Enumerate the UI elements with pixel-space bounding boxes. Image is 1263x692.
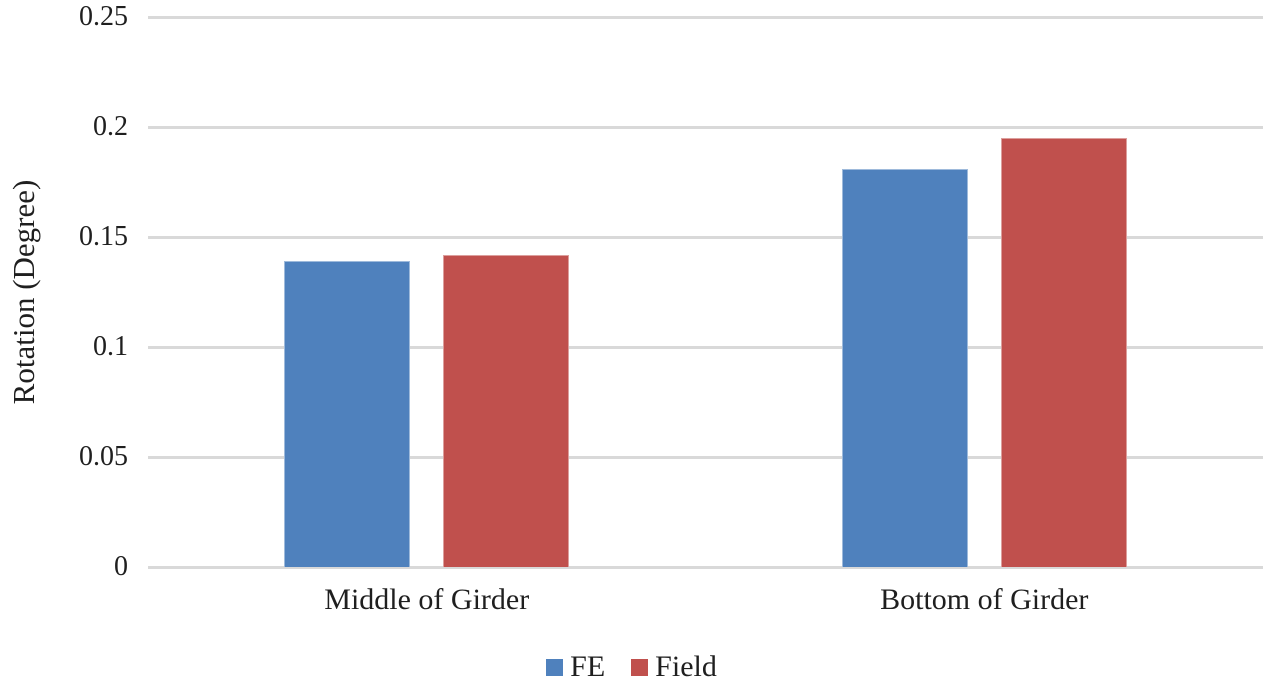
gridline-0.25 xyxy=(148,15,1263,19)
y-tick-label-0.1: 0.1 xyxy=(93,331,128,362)
y-tick-label-0.25: 0.25 xyxy=(79,1,128,32)
y-tick-label-0.15: 0.15 xyxy=(79,221,128,252)
gridline-0.2 xyxy=(148,125,1263,129)
x-category-label-bottom-of-girder: Bottom of Girder xyxy=(880,583,1089,616)
legend-swatch-field xyxy=(631,658,649,676)
bar-fe-middle-of-girder xyxy=(284,261,411,567)
y-axis-title: Rotation (Degree) xyxy=(6,179,41,405)
legend-label-fe: FE xyxy=(570,650,606,683)
x-category-label-middle-of-girder: Middle of Girder xyxy=(324,583,530,616)
plot-area xyxy=(148,15,1263,569)
gridline-0.05 xyxy=(148,455,1263,459)
gridline-0.15 xyxy=(148,235,1263,239)
y-tick-label-0.05: 0.05 xyxy=(79,441,128,472)
y-tick-label-0.2: 0.2 xyxy=(93,111,128,142)
bar-field-middle-of-girder xyxy=(443,254,570,567)
legend-label-field: Field xyxy=(655,650,717,683)
legend-swatch-fe xyxy=(546,658,564,676)
bar-field-bottom-of-girder xyxy=(1000,138,1127,567)
legend-item-fe: FE xyxy=(546,652,605,682)
gridline-0.1 xyxy=(148,345,1263,349)
gridline-0 xyxy=(148,565,1263,569)
y-tick-label-0: 0 xyxy=(114,551,128,582)
legend-item-field: Field xyxy=(631,652,717,682)
legend: FE Field xyxy=(0,652,1263,682)
bar-fe-bottom-of-girder xyxy=(841,168,968,567)
